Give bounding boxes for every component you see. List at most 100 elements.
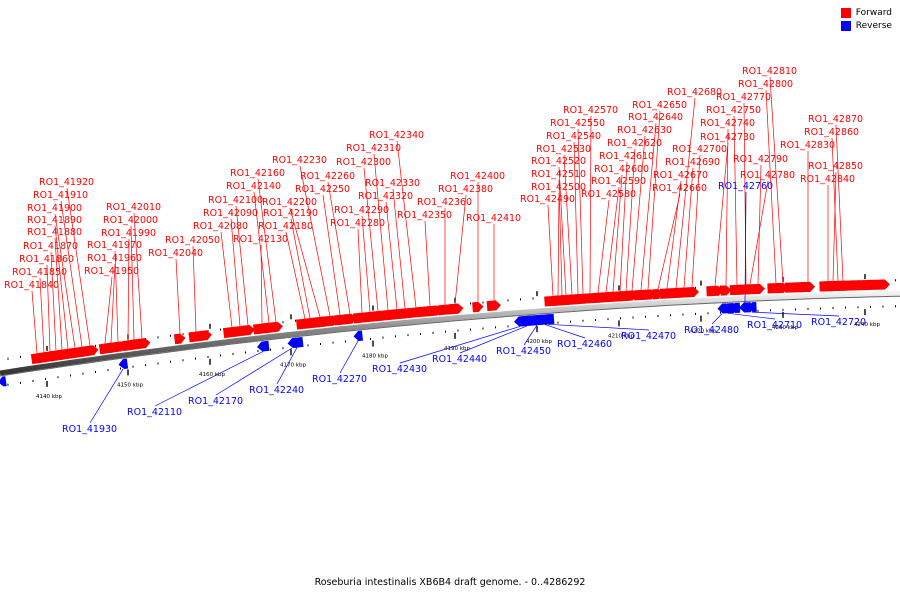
forward-gene-label: RO1_42800	[738, 79, 793, 90]
forward-gene[interactable]	[639, 289, 657, 301]
reverse-gene[interactable]	[353, 330, 363, 342]
forward-gene[interactable]	[486, 300, 502, 312]
forward-gene-leader	[675, 97, 696, 289]
forward-gene-label: RO1_42750	[706, 105, 761, 116]
forward-gene-label: RO1_42130	[233, 234, 288, 245]
reverse-gene-leader	[744, 191, 747, 303]
forward-gene-label: RO1_42330	[365, 178, 420, 189]
reverse-gene[interactable]	[747, 301, 757, 313]
forward-gene-label: RO1_42550	[550, 118, 605, 129]
forward-gene-label: RO1_42090	[203, 208, 258, 219]
forward-gene-cluster[interactable]	[417, 305, 443, 318]
forward-gene-leader	[589, 115, 592, 294]
reverse-gene-cluster[interactable]	[517, 315, 536, 327]
forward-gene-label: RO1_42630	[617, 125, 672, 136]
reverse-gene-cluster[interactable]	[529, 314, 552, 326]
forward-gene-leader	[327, 181, 351, 314]
forward-gene-label: RO1_42010	[106, 202, 161, 213]
forward-gene-label: RO1_42410	[466, 213, 521, 224]
tick-label: 4200 kbp	[526, 339, 552, 345]
reverse-gene[interactable]	[118, 358, 129, 370]
forward-gene-leader	[831, 137, 839, 281]
forward-gene-leader	[60, 200, 83, 347]
reverse-gene-leader	[711, 313, 723, 325]
forward-gene-label: RO1_42160	[230, 168, 285, 179]
forward-gene-leader	[257, 178, 277, 322]
forward-gene-label: RO1_42300	[336, 157, 391, 168]
reverse-gene-label: RO1_42430	[372, 364, 427, 375]
forward-gene-leader	[127, 238, 130, 341]
forward-gene-leader	[39, 277, 45, 353]
reverse-gene-label: RO1_42460	[557, 339, 612, 350]
forward-gene-leader	[230, 218, 241, 327]
forward-gene-cluster[interactable]	[309, 316, 331, 329]
forward-gene-label: RO1_42100	[208, 195, 263, 206]
forward-gene[interactable]	[240, 324, 255, 336]
reverse-gene[interactable]	[256, 340, 270, 352]
reverse-gene[interactable]	[739, 302, 752, 313]
forward-gene[interactable]	[684, 287, 700, 298]
forward-gene-label: RO1_42350	[397, 210, 452, 221]
forward-gene-cluster[interactable]	[197, 330, 212, 342]
forward-gene-label: RO1_42870	[808, 114, 863, 125]
forward-gene-cluster[interactable]	[339, 314, 351, 325]
forward-gene[interactable]	[173, 333, 186, 345]
forward-gene-leader	[558, 179, 563, 296]
forward-gene[interactable]	[750, 283, 765, 295]
reverse-gene[interactable]	[722, 303, 735, 314]
forward-gene-label: RO1_42320	[358, 191, 413, 202]
forward-gene-leader	[114, 250, 119, 342]
reverse-gene-label: RO1_42480	[684, 325, 739, 336]
forward-gene-cluster[interactable]	[849, 279, 890, 291]
forward-gene-label: RO1_41880	[27, 227, 82, 238]
forward-gene-cluster[interactable]	[784, 281, 815, 293]
forward-gene-leader	[130, 225, 135, 340]
reverse-gene[interactable]	[290, 336, 304, 348]
reverse-gene-cluster[interactable]	[730, 302, 741, 313]
forward-gene-cluster[interactable]	[448, 303, 464, 315]
reverse-gene-cluster[interactable]	[0, 376, 7, 387]
forward-gene[interactable]	[108, 341, 127, 353]
forward-gene-leader	[396, 140, 417, 308]
forward-gene-leader	[757, 164, 762, 284]
forward-gene-leader	[577, 128, 584, 294]
forward-gene-leader	[260, 244, 263, 324]
forward-gene-leader	[357, 228, 363, 313]
legend-reverse: Reverse	[840, 21, 892, 31]
forward-gene[interactable]	[472, 301, 484, 313]
tick-label: 4170 kbp	[280, 362, 306, 368]
forward-gene[interactable]	[80, 345, 99, 357]
reverse-gene-label: RO1_42450	[496, 346, 551, 357]
forward-gene-leader	[725, 128, 729, 286]
reverse-gene-label: RO1_42440	[432, 354, 487, 365]
reverse-gene-leader	[89, 368, 124, 424]
forward-gene-leader	[714, 142, 729, 286]
forward-gene-leader	[361, 215, 371, 312]
forward-gene[interactable]	[706, 285, 724, 297]
forward-gene[interactable]	[268, 321, 283, 333]
forward-gene-leader	[235, 205, 249, 326]
forward-gene-label: RO1_42590	[591, 176, 646, 187]
forward-gene-leader	[392, 188, 406, 309]
forward-gene-label: RO1_42690	[665, 157, 720, 168]
forward-gene-leader	[769, 76, 784, 283]
reverse-gene-leader	[215, 347, 293, 396]
forward-gene[interactable]	[720, 285, 732, 296]
forward-gene-leader	[657, 193, 681, 290]
forward-gene-label: RO1_42380	[438, 184, 493, 195]
forward-gene-leader	[547, 204, 554, 296]
forward-gene-label: RO1_42840	[800, 174, 855, 185]
tick-label: 4140 kbp	[36, 394, 62, 400]
legend: Forward Reverse	[840, 8, 892, 34]
forward-gene-label: RO1_41890	[27, 215, 82, 226]
forward-gene-label: RO1_42000	[103, 215, 158, 226]
tick-label: 4160 kbp	[199, 372, 225, 378]
forward-gene-leader	[373, 153, 389, 311]
forward-gene-label: RO1_42490	[520, 194, 575, 205]
forward-gene-leader	[253, 191, 270, 323]
forward-gene-leader	[66, 187, 91, 346]
forward-gene[interactable]	[132, 337, 151, 350]
legend-reverse-label: Reverse	[855, 21, 892, 31]
reverse-gene-leader	[154, 351, 264, 407]
